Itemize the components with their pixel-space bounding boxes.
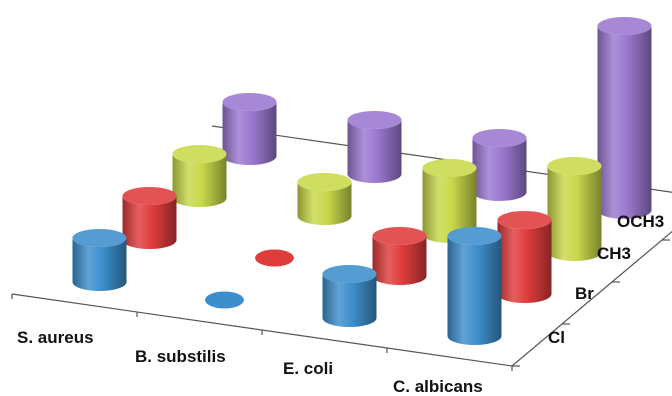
bar-body	[472, 138, 527, 201]
category-label-c-albicans: C. albicans	[393, 377, 483, 396]
bar-body	[347, 120, 402, 183]
bar-br-e-coli	[372, 227, 427, 285]
bar-top	[122, 187, 177, 205]
series-label-br: Br	[575, 284, 594, 303]
bar-cl-c-albicans	[447, 227, 502, 345]
bar-body	[497, 220, 552, 303]
bar-body	[322, 274, 377, 327]
bar-top	[472, 129, 527, 147]
bar-body	[222, 102, 277, 165]
bar-top	[222, 93, 277, 111]
bar-top	[72, 229, 127, 247]
bar-top	[172, 145, 227, 163]
bar-och3-e-coli	[472, 129, 527, 201]
bar-body	[72, 238, 127, 292]
bar-disc	[205, 291, 244, 309]
bar-och3-c-albicans	[597, 17, 652, 219]
bar-top	[422, 159, 477, 177]
category-label-s-aureus: S. aureus	[17, 328, 94, 347]
bar-br-c-albicans	[497, 211, 552, 303]
category-label-e-coli: E. coli	[283, 359, 333, 378]
bar-body	[372, 236, 427, 285]
bar-cl-s-aureus	[72, 229, 127, 292]
bar-top	[547, 157, 602, 175]
bar-disc	[255, 249, 294, 267]
bar-top	[372, 227, 427, 245]
bar-cl-e-coli	[322, 265, 377, 327]
bar-och3-s-aureus	[222, 93, 277, 165]
bar-body	[447, 236, 502, 345]
bar-top	[347, 111, 402, 129]
bar-ch3-c-albicans	[547, 157, 602, 261]
bar-body	[597, 26, 652, 219]
series-label-och3: OCH3	[617, 212, 664, 231]
chart-labels: S. aureus B. substilis E. coli C. albica…	[17, 212, 664, 396]
bar-och3-b-substilis	[347, 111, 402, 183]
bar-cl-b-substilis	[205, 291, 244, 309]
series-label-ch3: CH3	[597, 244, 631, 263]
bar-body	[172, 154, 227, 207]
bar-br-s-aureus	[122, 187, 177, 249]
bar-body	[297, 182, 352, 225]
bar-body	[122, 196, 177, 249]
series-label-cl: Cl	[548, 328, 565, 347]
bar-ch3-s-aureus	[172, 145, 227, 207]
bar-top	[297, 173, 352, 191]
bar-ch3-e-coli	[422, 159, 477, 243]
category-label-b-substilis: B. substilis	[135, 347, 226, 366]
chart-bars	[72, 17, 652, 345]
bar-body	[547, 166, 602, 261]
bar-ch3-b-substilis	[297, 173, 352, 225]
bar-body	[422, 168, 477, 243]
bar-top	[447, 227, 502, 245]
bar-br-b-substilis	[255, 249, 294, 267]
bar-top	[597, 17, 652, 35]
bar-top	[322, 265, 377, 283]
bar-top	[497, 211, 552, 229]
